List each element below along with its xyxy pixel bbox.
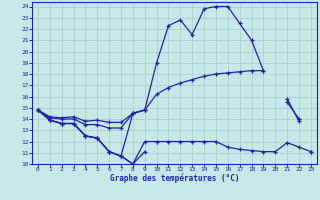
X-axis label: Graphe des températures (°C): Graphe des températures (°C) xyxy=(110,174,239,183)
